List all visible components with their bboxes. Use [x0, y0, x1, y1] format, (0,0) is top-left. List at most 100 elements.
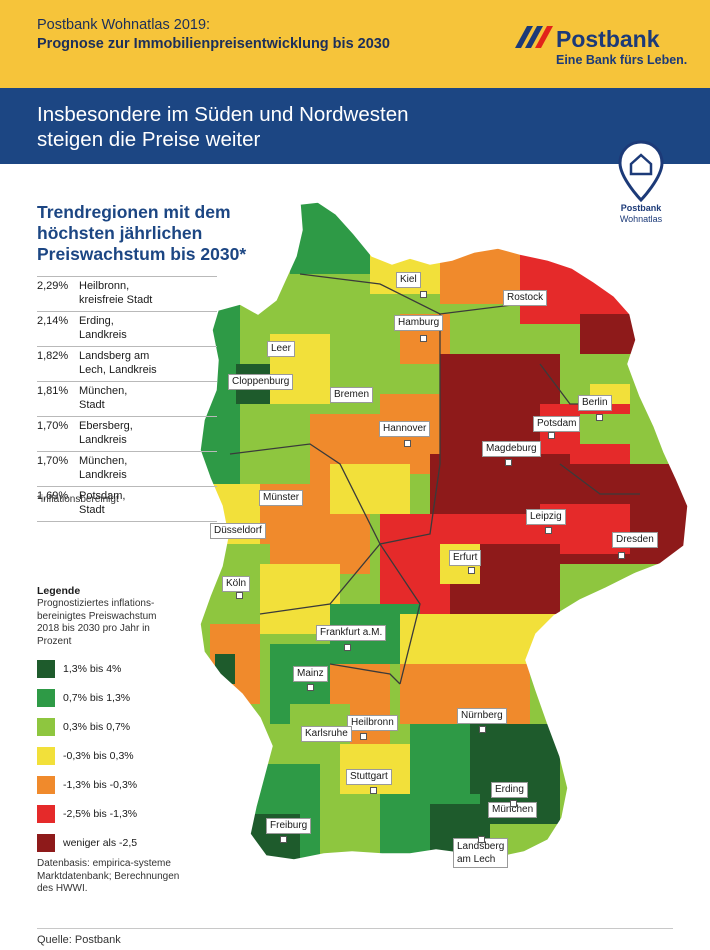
legend-desc-line1: Prognostiziertes inflations- [37, 598, 155, 609]
city-marker [478, 836, 485, 843]
trend-table: 2,29% Heilbronn, kreisfreie Stadt 2,14% E… [37, 276, 217, 522]
city-label-koeln: Köln [222, 576, 251, 592]
city-label-karlsruhe: Karlsruhe [301, 726, 352, 742]
city-marker [545, 527, 552, 534]
header-line1: Postbank Wohnatlas 2019: [37, 17, 211, 33]
city-marker [596, 414, 603, 421]
row-pct: 1,82% [37, 350, 69, 362]
legend-label: -1,3% bis -0,3% [63, 779, 138, 791]
legend-desc-line4: Prozent [37, 635, 72, 647]
city-marker [404, 440, 411, 447]
row-name-line1: Heilbronn, [79, 280, 130, 292]
legend-item: -1,3% bis -0,3% [37, 776, 217, 794]
legend-label: -0,3% bis 0,3% [63, 750, 134, 762]
row-pct: 1,69% [37, 490, 69, 502]
row-name-line1: Ebersberg, [79, 420, 133, 432]
row-name-line1: München, [79, 385, 128, 397]
city-label-hamburg: Hamburg [394, 315, 444, 331]
logo-wordmark: Postbank [556, 26, 660, 52]
legend-swatch [37, 834, 55, 852]
city-label-frankfurt: Frankfurt a.M. [316, 625, 387, 641]
city-label-bremen: Bremen [330, 387, 374, 403]
city-marker [505, 459, 512, 466]
trend-title-line1: Trendregionen mit dem [37, 202, 231, 222]
footer-divider [37, 928, 673, 929]
city-label-duesseldorf: Düsseldorf [210, 523, 266, 539]
row-pct: 2,29% [37, 280, 69, 292]
data-source-note: Datenbasis: empirica-systeme Marktdatenb… [37, 858, 187, 896]
legend-item: 0,3% bis 0,7% [37, 718, 217, 736]
badge-line1: Postbank [620, 203, 662, 213]
city-label-nuernberg: Nürnberg [457, 708, 507, 724]
legend-label: 1,3% bis 4% [63, 663, 122, 675]
legend-swatch [37, 718, 55, 736]
city-label-erfurt: Erfurt [449, 550, 482, 566]
city-label-mainz: Mainz [293, 666, 328, 682]
city-label-magdeburg: Magdeburg [482, 441, 541, 457]
row-name-line2: Stadt [79, 398, 105, 411]
city-marker [360, 733, 367, 740]
legend-item: -2,5% bis -1,3% [37, 805, 217, 823]
trend-title-line3: Preiswachstum bis 2030* [37, 244, 247, 264]
legend-item: -0,3% bis 0,3% [37, 747, 217, 765]
source-line1: Datenbasis: empirica-systeme [37, 858, 171, 869]
legend-label: 0,3% bis 0,7% [63, 721, 131, 733]
city-marker [468, 567, 475, 574]
state-borders [229, 273, 640, 685]
city-label-heilbronn: Heilbronn [347, 715, 398, 731]
row-name: Heilbronn, kreisfreie Stadt [79, 280, 209, 307]
city-label-freiburg: Freiburg [266, 818, 312, 834]
source-credit: Quelle: Postbank [37, 934, 121, 946]
legend-desc-line2: bereinigtes Preiswachstum [37, 610, 157, 622]
city-marker [236, 592, 243, 599]
city-label-leipzig: Leipzig [526, 509, 566, 525]
table-row: 1,81% München, Stadt [37, 381, 217, 416]
logo-slogan: Eine Bank fürs Leben. [556, 53, 688, 67]
city-label-rostock: Rostock [503, 290, 548, 306]
location-pin-icon [618, 140, 664, 202]
table-row: 1,69% Potsdam, Stadt [37, 486, 217, 521]
legend-desc-line3: 2018 bis 2030 pro Jahr in [37, 623, 150, 634]
city-label-erding: Erding [491, 782, 528, 798]
city-label-potsdam: Potsdam [533, 416, 581, 432]
city-label-dresden: Dresden [612, 532, 658, 548]
table-row: 1,70% Ebersberg, Landkreis [37, 416, 217, 451]
city-label-stuttgart: Stuttgart [346, 769, 392, 785]
row-name: München, Stadt [79, 385, 209, 412]
row-name: Ebersberg, Landkreis [79, 420, 209, 447]
row-name-line1: München, [79, 455, 128, 467]
city-label-berlin: Berlin [578, 395, 612, 411]
header-line2: Prognose zur Immobilienpreisentwicklung … [37, 36, 390, 52]
row-name: München, Landkreis [79, 455, 209, 482]
city-marker [548, 432, 555, 439]
table-row: 1,82% Landsberg am Lech, Landkreis [37, 346, 217, 381]
headline-line1: Insbesondere im Süden und Nordwesten [37, 103, 409, 126]
row-name: Erding, Landkreis [79, 315, 209, 342]
city-label-leer: Leer [267, 341, 296, 357]
row-name-line2: Landkreis [79, 433, 127, 446]
postbank-logo: Postbank Eine Bank fürs Leben. [513, 22, 693, 74]
city-marker [370, 787, 377, 794]
table-divider [37, 521, 217, 522]
legend-label: 0,7% bis 1,3% [63, 692, 131, 704]
city-label-hannover: Hannover [379, 421, 431, 437]
legend-item: weniger als -2,5 [37, 834, 217, 852]
headline: Insbesondere im Süden und Nordwesten ste… [37, 102, 557, 152]
header-bar [0, 0, 710, 88]
headline-bar [0, 88, 710, 164]
legend-swatch [37, 805, 55, 823]
legend-item: 0,7% bis 1,3% [37, 689, 217, 707]
table-row: 1,70% München, Landkreis [37, 451, 217, 486]
trend-title: Trendregionen mit dem höchsten jährliche… [37, 202, 277, 265]
city-marker [344, 644, 351, 651]
postbank-logo-icon [515, 26, 553, 48]
legend-item: 1,3% bis 4% [37, 660, 217, 678]
table-row: 2,29% Heilbronn, kreisfreie Stadt [37, 276, 217, 311]
city-marker [280, 836, 287, 843]
row-name-line2: Lech, Landkreis [79, 363, 157, 376]
row-pct: 1,70% [37, 455, 69, 467]
badge-line2: Wohnatlas [619, 214, 663, 224]
source-line3: des HWWI. [37, 883, 88, 894]
row-name-line1: Potsdam, [79, 490, 126, 502]
city-marker [420, 335, 427, 342]
